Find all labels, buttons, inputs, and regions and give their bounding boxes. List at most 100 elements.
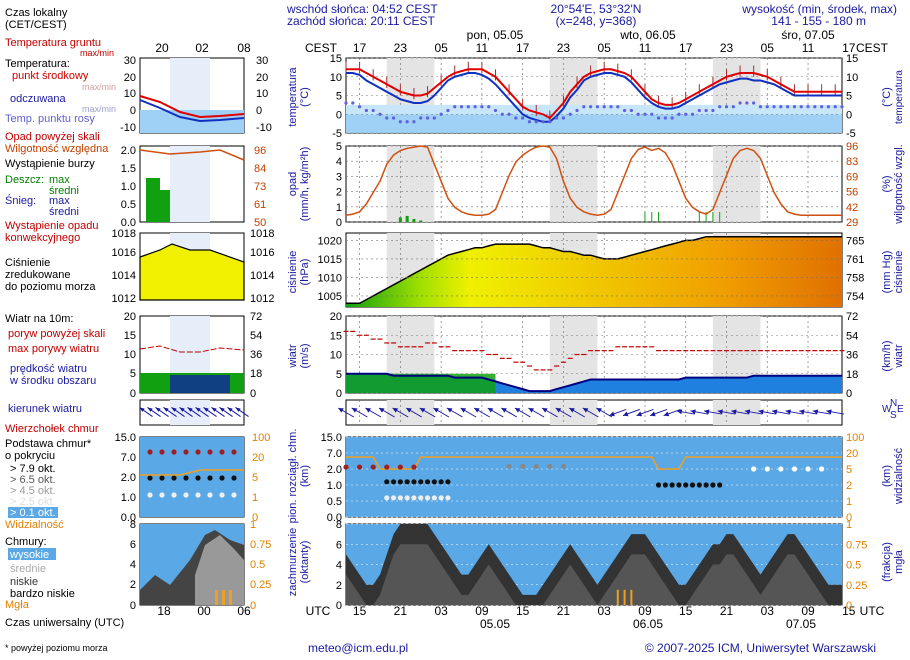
cloud-top-dot bbox=[384, 464, 390, 470]
legend-snow: Śnieg: bbox=[5, 194, 36, 207]
dew-point-dot bbox=[391, 116, 396, 120]
legend-cloud-top-dot bbox=[183, 449, 189, 455]
wind-arrow-head bbox=[419, 408, 426, 413]
dew-point-dot bbox=[514, 116, 518, 120]
legend-cloud-top-dot bbox=[147, 449, 153, 455]
cloud-base-dot bbox=[397, 479, 403, 485]
legend-cb-dot bbox=[231, 475, 237, 481]
wind-arrow-head bbox=[812, 409, 819, 415]
axis-hum-title-r: wilgotność wzgl. bbox=[893, 144, 905, 224]
legend-okt-45: > 4.5 okt. bbox=[10, 485, 56, 497]
cloud-base-dot bbox=[669, 482, 675, 488]
legend-okt-25: > 2.5 okt. bbox=[10, 496, 56, 508]
cb-tick: 1.0 bbox=[327, 480, 342, 492]
cloud-base-dot bbox=[560, 463, 567, 470]
axis-hum-unit-r: (%) bbox=[881, 175, 893, 192]
dew-point-dot bbox=[425, 116, 430, 120]
kmh-tick: 18 bbox=[846, 369, 858, 381]
perceived-temp-line bbox=[346, 72, 842, 123]
legend-hum-tick: 50 bbox=[254, 217, 266, 229]
precip-bar bbox=[398, 217, 402, 222]
legend-utc: Czas uniwersalny (UTC) bbox=[5, 617, 124, 629]
legend-max-gust: max porywy wiatru bbox=[8, 343, 99, 355]
legend-cov-tick: 4 bbox=[130, 559, 136, 571]
wind-arrow bbox=[568, 407, 586, 418]
legend-cloud-top-dot bbox=[171, 449, 177, 455]
temp-tick-right: 5 bbox=[846, 91, 852, 103]
dew-point-dot bbox=[786, 105, 790, 109]
legend-cb-dot bbox=[147, 475, 153, 481]
cb-tick: 15.0 bbox=[321, 432, 342, 444]
wind-tick: 0 bbox=[336, 388, 342, 400]
cov-tick: 2 bbox=[336, 580, 342, 592]
legend-humidity: Wilgotność względna bbox=[5, 143, 109, 155]
cb-tick: 0.0 bbox=[327, 512, 342, 524]
legend-kmh-tick: 54 bbox=[250, 330, 262, 342]
wind-tick: 20 bbox=[330, 311, 342, 323]
dew-point-dot bbox=[500, 112, 504, 116]
cov-tick: 4 bbox=[336, 560, 342, 572]
wind-arrow-head bbox=[542, 408, 548, 413]
wind-arrow bbox=[771, 409, 790, 415]
dew-point-dot bbox=[697, 108, 701, 113]
axis-precip-unit: (mm/h, kg/m²h) bbox=[299, 147, 311, 222]
legend-cb-dot bbox=[183, 475, 189, 481]
axis-temp-title: temperatura bbox=[287, 66, 299, 126]
utc-tick: 21 bbox=[720, 604, 734, 618]
wind-arrow bbox=[703, 409, 722, 415]
axis-cloud-title: pion. rozciągł. chm. bbox=[287, 429, 299, 524]
dew-point-dot bbox=[493, 108, 498, 113]
wind-arrow-head bbox=[663, 411, 670, 417]
legend-kmh-tick: 36 bbox=[250, 349, 262, 361]
dew-point-dot bbox=[602, 105, 606, 109]
legend-wind-arrow-head bbox=[155, 407, 161, 412]
legend-pres-tick: 1016 bbox=[112, 247, 136, 259]
cloud-base-dot bbox=[397, 495, 403, 501]
legend-gust-above: poryw powyżej skali bbox=[8, 328, 105, 340]
axis-km: (km) bbox=[299, 465, 311, 487]
cest-tick: 11 bbox=[639, 41, 652, 55]
legend-kmh-tick: 18 bbox=[250, 368, 262, 380]
axis-fog-r: mgła bbox=[893, 549, 905, 574]
dew-point-dot bbox=[582, 105, 586, 109]
dew-point-dot bbox=[344, 101, 348, 105]
wind-arrow-head bbox=[474, 408, 480, 413]
legend-perceived-line bbox=[139, 99, 245, 123]
footer-email[interactable]: meteo@icm.edu.pl bbox=[308, 641, 408, 655]
legend-wind-area-2 bbox=[170, 375, 230, 393]
cloud-base-dot bbox=[445, 495, 451, 501]
wind-arrow-head bbox=[433, 408, 439, 413]
legend-wind-arrow bbox=[139, 407, 153, 417]
legend-low: niskie bbox=[10, 576, 38, 588]
legend-cloud-top-dot bbox=[159, 449, 165, 455]
day-label-3: śro, 07.05 bbox=[781, 28, 835, 42]
legend-clouds: Chmury: bbox=[5, 536, 47, 548]
cloud-base-dot bbox=[520, 463, 526, 470]
legend-pressure-1: Ciśnienie bbox=[5, 257, 50, 269]
cest-tick: 17 bbox=[842, 41, 856, 55]
night-band-dir-1 bbox=[549, 400, 598, 425]
kmh-tick: 0 bbox=[846, 388, 852, 400]
legend-cb-dot bbox=[171, 475, 177, 481]
legend-conv-1: Wystąpienie opadu bbox=[5, 220, 98, 232]
legend-cb-dot-2 bbox=[183, 492, 189, 498]
legend-pres-tick: 1012 bbox=[112, 293, 136, 305]
legend-wind-arrow-head bbox=[171, 407, 177, 412]
legend-cb-tick: 1.0 bbox=[121, 492, 136, 504]
cloud-base-dot bbox=[703, 482, 709, 488]
legend-cb-dot-2 bbox=[231, 492, 237, 498]
legend-gust-line bbox=[139, 345, 245, 353]
cloud-base-dot bbox=[384, 479, 390, 485]
cov-tick: 8 bbox=[336, 519, 342, 531]
dew-point-dot bbox=[357, 105, 362, 109]
cest-tick: 17 bbox=[679, 41, 693, 55]
legend-mid-point: punkt środkowy bbox=[12, 70, 89, 82]
sunrise-text: wschód słońca: 04:52 CEST bbox=[286, 2, 438, 16]
legend-hum-tick: 61 bbox=[254, 199, 266, 211]
utc-tick: 09 bbox=[638, 604, 652, 618]
legend-cb-tick: 2.0 bbox=[121, 472, 136, 484]
wind-arrow bbox=[812, 409, 831, 415]
dew-point-dot bbox=[561, 116, 566, 120]
wind-arrow-head bbox=[731, 409, 737, 415]
dew-point-dot bbox=[806, 105, 810, 109]
